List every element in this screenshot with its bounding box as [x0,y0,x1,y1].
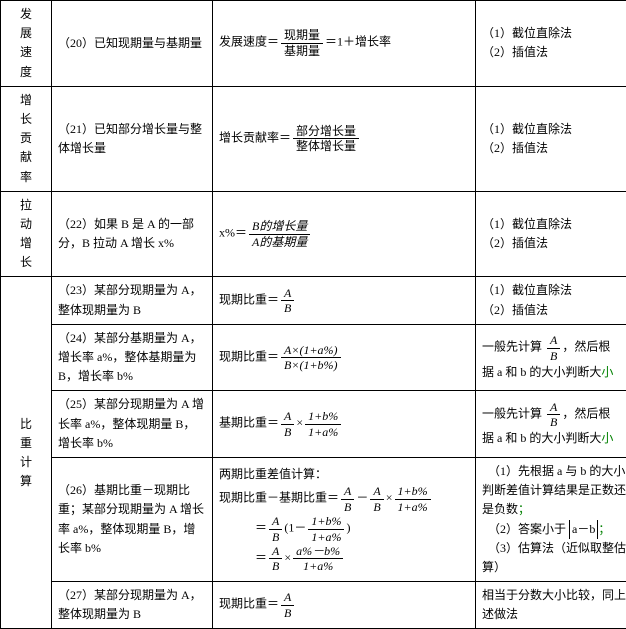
formula-cell: 现期比重＝AB [213,582,476,629]
note-cell: （1）截位直除法（2）插值法 [476,86,626,191]
desc-cell: （21）已知部分增长量与整体增长量 [52,86,213,191]
note-cell: （1）截位直除法（2）插值法 [476,1,626,87]
formula-cell: 基期比重＝AB×1+b%1+a% [213,391,476,458]
note-cell: 相当于分数大小比较，同上述做法 [476,582,626,629]
formula-table: 发展速度（20）已知现期量与基期量发展速度＝现期量基期量＝1＋增长率（1）截位直… [0,0,626,629]
desc-cell: （22）如果 B 是 A 的一部分，B 拉动 A 增长 x% [52,191,213,277]
desc-cell: （26）基期比重－现期比重；某部分现期量为 A 增长率 a%，整体现期量 B，增… [52,457,213,581]
category-cell: 增长贡献率 [1,86,52,191]
desc-cell: （27）某部分现期量为 A，整体现期量为 B [52,582,213,629]
note-cell: （1）先根据 a 与 b 的大小判断差值计算结果是正数还是负数； （2）答案小于… [476,457,626,581]
category-cell: 发展速度 [1,1,52,87]
formula-cell: 增长贡献率＝部分增长量整体增长量 [213,86,476,191]
desc-cell: （23）某部分现期量为 A，整体现期量为 B [52,277,213,324]
note-cell: 一般先计算 AB，然后根据 a 和 b 的大小判断大小 [476,391,626,458]
category-cell: 拉动增长 [1,191,52,277]
formula-cell: 两期比重差值计算：现期比重－基期比重＝AB－AB×1+b%1+a% ＝AB(1－… [213,457,476,581]
note-cell: 一般先计算 AB，然后根据 a 和 b 的大小判断大小 [476,324,626,391]
formula-cell: 现期比重＝AB [213,277,476,324]
note-cell: （1）截位直除法（2）插值法 [476,191,626,277]
note-cell: （1）截位直除法（2）插值法 [476,277,626,324]
desc-cell: （20）已知现期量与基期量 [52,1,213,87]
formula-cell: 现期比重＝A×(1+a%)B×(1+b%) [213,324,476,391]
desc-cell: （24）某部分基期量为 A，增长率 a%，整体基期量为 B，增长率 b% [52,324,213,391]
desc-cell: （25）某部分现期量为 A 增长率 a%，整体现期量 B，增长率 b% [52,391,213,458]
formula-cell: 发展速度＝现期量基期量＝1＋增长率 [213,1,476,87]
category-cell: 比重计算 [1,277,52,629]
formula-cell: x%＝B的增长量A的基期量 [213,191,476,277]
